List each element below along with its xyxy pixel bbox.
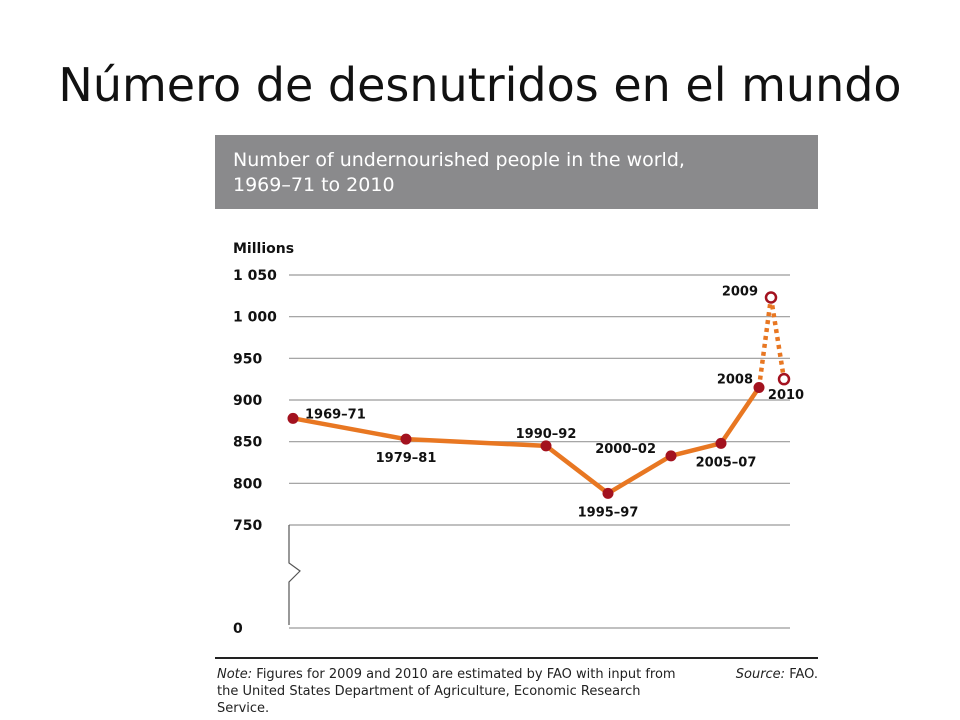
slide-title: Número de desnutridos en el mundo <box>58 58 902 112</box>
y-tick-labels: 1 050 1 000 950 900 850 800 750 0 <box>233 268 277 637</box>
point-label: 1979–81 <box>376 451 437 466</box>
series-segment <box>605 453 674 496</box>
note-text: Figures for 2009 and 2010 are estimated … <box>217 667 676 716</box>
chart-title-line-2: 1969–71 to 2010 <box>233 174 395 196</box>
point-label: 2000–02 <box>595 442 656 457</box>
y-tick-label: 0 <box>233 621 243 637</box>
grid-lines <box>289 274 790 629</box>
data-labels: 1969–71 1979–81 1990–92 1995–97 2000–02 2005–… <box>305 285 804 521</box>
axis-break-mark <box>288 525 301 625</box>
series-segment-estimated <box>756 297 774 388</box>
y-tick-label: 750 <box>233 518 262 534</box>
point-label: 2009 <box>722 285 758 300</box>
point-marker-estimated <box>777 372 791 386</box>
point-marker <box>287 412 299 424</box>
point-label: 2010 <box>768 388 804 403</box>
footer-source: Source: FAO. <box>690 666 818 683</box>
y-tick-label: 900 <box>233 393 262 409</box>
series-segment <box>290 416 409 442</box>
point-label: 1969–71 <box>305 407 366 422</box>
series-line <box>290 297 787 496</box>
series-segment <box>668 441 724 459</box>
y-tick-label: 850 <box>233 435 262 451</box>
point-marker <box>400 433 412 445</box>
series-segment <box>718 385 762 446</box>
y-tick-label: 800 <box>233 476 262 492</box>
chart-title-line-1: Number of undernourished people in the w… <box>233 149 685 171</box>
point-marker <box>715 437 727 449</box>
source-label: Source: <box>735 667 786 682</box>
series-segment <box>403 436 549 449</box>
point-marker <box>540 440 552 452</box>
chart-header: Number of undernourished people in the w… <box>215 135 818 209</box>
footer-note: Note: Figures for 2009 and 2010 are esti… <box>217 666 687 717</box>
y-tick-label: 1 050 <box>233 268 277 284</box>
point-label: 1990–92 <box>516 427 577 442</box>
y-tick-label: 1 000 <box>233 310 277 326</box>
point-marker-estimated <box>764 291 778 304</box>
series-segment-estimated <box>768 297 787 380</box>
axis-break <box>288 525 301 625</box>
y-tick-label: 950 <box>233 351 262 367</box>
point-marker <box>602 487 614 499</box>
note-label: Note: <box>217 667 253 682</box>
footer-rule <box>215 657 818 659</box>
source-text: FAO. <box>785 667 818 682</box>
point-label: 2005–07 <box>696 455 757 470</box>
point-label: 1995–97 <box>578 505 639 520</box>
point-marker <box>665 450 677 462</box>
y-axis-label: Millions <box>233 241 294 257</box>
series-segment <box>543 443 611 496</box>
point-label: 2008 <box>717 373 753 388</box>
point-marker <box>753 382 765 393</box>
data-markers <box>287 291 791 499</box>
